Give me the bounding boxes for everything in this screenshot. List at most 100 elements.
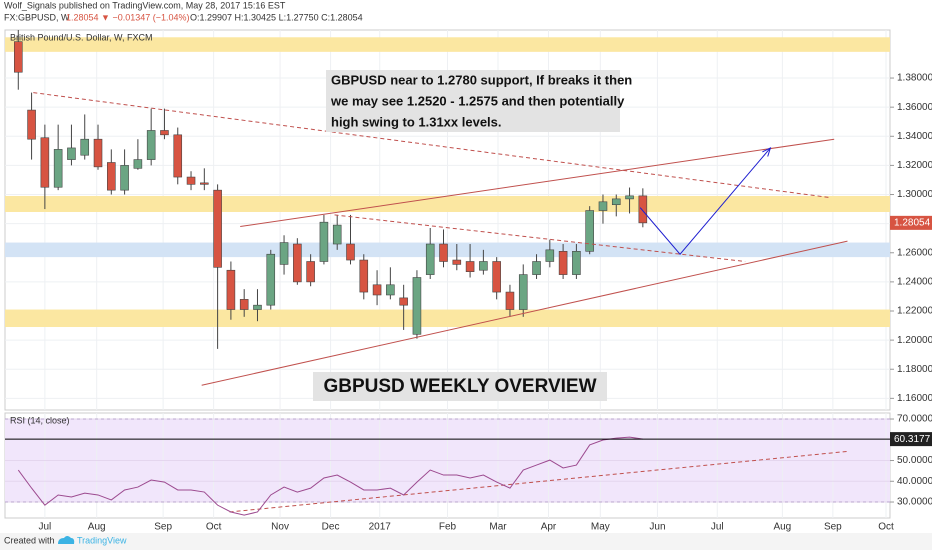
y-tick-label: 1.24000 <box>897 277 932 288</box>
x-tick-label: Aug <box>773 522 791 533</box>
candle-body <box>186 176 196 185</box>
y-tick-label: 40.0000 <box>897 476 932 487</box>
x-tick-label: Sep <box>824 522 842 533</box>
candle-body <box>359 259 369 293</box>
x-tick-label: Jun <box>649 522 665 533</box>
rsi-label: RSI (14, close) <box>10 415 70 425</box>
x-tick-label: Jul <box>711 522 724 533</box>
y-tick-label: 30.0000 <box>897 497 932 508</box>
candle-body <box>585 210 594 252</box>
zone <box>5 37 890 52</box>
candle-body <box>133 159 143 169</box>
x-tick-label: May <box>591 522 610 533</box>
candle-body <box>372 284 382 296</box>
candle-body <box>213 189 222 268</box>
annotation: GBPUSD near to 1.2780 support, If breaks… <box>331 72 632 87</box>
candle-body <box>399 297 408 306</box>
candle-body <box>226 269 236 310</box>
x-tick-label: Apr <box>541 522 557 533</box>
candle-body <box>107 162 116 191</box>
candle-body <box>253 304 262 310</box>
trendline <box>639 147 771 255</box>
annotation: we may see 1.2520 - 1.2575 and then pote… <box>330 93 625 108</box>
x-tick-label: Oct <box>206 522 222 533</box>
candle-body <box>93 138 103 168</box>
last-price-box <box>890 215 932 230</box>
x-tick-label: Oct <box>878 522 894 533</box>
candle-body <box>611 198 621 206</box>
candle-body <box>598 201 608 211</box>
y-tick-label: 1.36000 <box>897 102 932 113</box>
candle-body <box>266 253 276 306</box>
y-tick-label: 70.0000 <box>897 414 932 425</box>
x-tick-label: Aug <box>88 522 106 533</box>
footer-bar <box>0 533 932 550</box>
candle-body <box>40 137 50 188</box>
candle-body <box>439 243 448 262</box>
y-tick-label: 1.38000 <box>897 73 932 84</box>
publisher: Wolf_Signals published on TradingView.co… <box>4 0 286 10</box>
x-tick-label: Dec <box>322 522 340 533</box>
y-tick-label: 1.32000 <box>897 160 932 171</box>
trendline <box>334 214 746 262</box>
candle-body <box>545 249 555 262</box>
candle-body <box>452 259 462 265</box>
x-tick-label: Feb <box>439 522 457 533</box>
y-tick-label: 50.0000 <box>897 455 932 466</box>
logo <box>58 536 75 544</box>
candle-body <box>306 261 315 283</box>
candle-body <box>293 243 302 283</box>
candle-body <box>572 251 581 275</box>
last-rsi-box <box>890 432 932 447</box>
pane-label: British Pound/U.S. Dollar, W, FXCM <box>10 32 153 42</box>
x-tick-label: Mar <box>489 522 507 533</box>
candle-body <box>425 243 435 275</box>
trendline <box>240 138 835 228</box>
candle-body <box>120 165 129 191</box>
candle-body <box>27 109 36 140</box>
candle-body <box>332 224 342 245</box>
candle-body <box>558 251 568 275</box>
candle-body <box>518 274 528 310</box>
y-tick-label: 1.18000 <box>897 364 932 375</box>
y-tick-label: 1.22000 <box>897 306 932 317</box>
headline: GBPUSD WEEKLY OVERVIEW <box>323 376 596 397</box>
zone <box>5 195 890 212</box>
x-tick-label: Nov <box>271 522 289 533</box>
candle-body <box>479 261 488 271</box>
y-tick-label: 1.26000 <box>897 247 932 258</box>
candle-body <box>465 261 475 272</box>
candle-body <box>638 195 648 224</box>
candle-body <box>146 130 156 160</box>
candle-body <box>505 291 515 310</box>
candle-body <box>412 277 422 335</box>
x-tick-label: 2017 <box>369 522 392 533</box>
candle-body <box>239 299 249 310</box>
candle-body <box>279 242 289 265</box>
candle-body <box>53 149 63 188</box>
y-tick-label: 1.34000 <box>897 131 932 142</box>
footer-created: Created with <box>4 535 55 545</box>
footer-brand: TradingView <box>77 535 127 545</box>
arrow-head <box>762 146 772 157</box>
candle-body <box>532 261 541 275</box>
candle-body <box>80 138 90 156</box>
candle-body <box>625 195 634 200</box>
headline-box <box>313 372 607 401</box>
annotation: high swing to 1.31xx levels. <box>331 114 502 129</box>
candle-body <box>160 130 169 136</box>
candle-body <box>386 284 395 296</box>
candle-body <box>67 147 76 160</box>
trendline <box>201 240 848 386</box>
last-rsi-label: 60.3177 <box>894 434 931 445</box>
y-tick-label: 1.16000 <box>897 393 932 404</box>
x-tick-label: Sep <box>154 522 172 533</box>
candle-body <box>492 261 501 293</box>
candle-body <box>319 221 329 262</box>
trendline <box>33 92 829 198</box>
last-price-label: 1.28054 <box>894 217 931 228</box>
y-tick-label: 1.20000 <box>897 335 932 346</box>
candle-body <box>346 243 355 261</box>
symbol: FX:GBPUSD, W <box>4 12 70 22</box>
